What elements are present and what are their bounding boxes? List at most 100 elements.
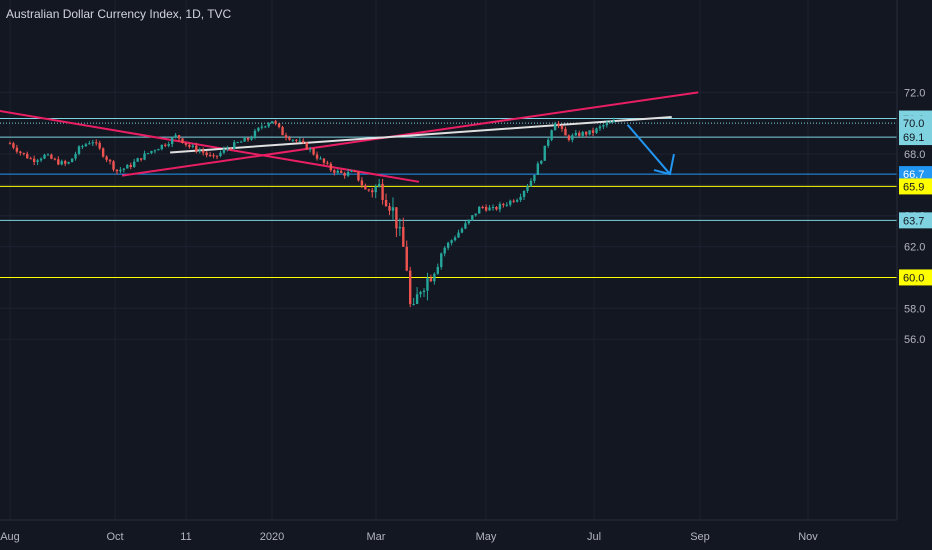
candle-body <box>298 140 301 142</box>
candle-body <box>405 246 408 271</box>
candle-body <box>126 164 129 169</box>
candle-body <box>26 153 29 159</box>
candle-body <box>43 154 46 159</box>
candle-body <box>464 223 467 229</box>
candle-body <box>277 123 281 128</box>
candle-body <box>484 206 488 211</box>
price-axis[interactable]: 72.068.064.062.058.056.0 <box>896 0 925 520</box>
chart-title: Australian Dollar Currency Index, 1D, TV… <box>6 7 232 21</box>
candle-body <box>39 158 43 161</box>
candle-body <box>450 240 453 243</box>
projection-arrow <box>626 124 675 176</box>
candle-body <box>46 154 50 156</box>
time-axis[interactable]: Aug Oct 11 2020 Mar May Jul Sep Nov <box>0 519 897 543</box>
candle-body <box>578 132 581 136</box>
level-label-text: 65.9 <box>903 181 924 193</box>
level-label-text: 66.7 <box>903 169 924 181</box>
candle-body <box>115 169 119 172</box>
candle-body <box>29 158 32 160</box>
level-label-text: 63.7 <box>903 215 924 227</box>
x-tick-label: Sep <box>690 531 710 543</box>
candle-body <box>150 150 153 154</box>
candle-body <box>584 131 588 135</box>
trendline <box>0 109 420 183</box>
candle-body <box>164 144 167 146</box>
candle-body <box>12 143 15 148</box>
x-tick-label: 2020 <box>260 531 284 543</box>
candle-body <box>122 168 126 170</box>
candle-body <box>422 290 426 293</box>
candle-body <box>498 204 502 210</box>
level-label: 69.1 <box>899 129 932 146</box>
y-tick-label: 58.0 <box>904 303 925 315</box>
candle-body <box>536 163 540 175</box>
candle-body <box>384 199 388 207</box>
candle-body <box>295 139 298 141</box>
candle-body <box>91 142 94 144</box>
candle-body <box>333 170 336 173</box>
candle-body <box>457 232 460 238</box>
x-tick-label: Nov <box>798 531 818 543</box>
candle-body <box>139 158 143 160</box>
candle-body <box>605 122 609 126</box>
candle-body <box>412 303 415 305</box>
level-label: 60.0 <box>899 269 932 286</box>
x-tick-label: May <box>476 531 497 543</box>
candle-body <box>426 278 429 291</box>
candle-body <box>236 142 239 144</box>
candle-body <box>53 158 57 160</box>
candle-body <box>474 213 477 216</box>
candle-body <box>215 155 219 157</box>
level-label-text: 60.0 <box>903 272 924 284</box>
candle-body <box>302 140 305 143</box>
candle-body <box>60 161 63 165</box>
candle-body <box>550 130 553 140</box>
candle-body <box>184 142 188 145</box>
candle-body <box>243 137 246 142</box>
candle-body <box>88 143 91 145</box>
candle-body <box>326 162 329 164</box>
horizontal-levels <box>0 118 897 278</box>
candle-body <box>540 160 543 164</box>
candle-body <box>77 146 81 154</box>
candle-body <box>153 150 157 152</box>
candle-body <box>22 152 25 154</box>
candle-body <box>436 266 439 274</box>
candle-body <box>612 120 615 123</box>
level-label-bg <box>899 129 932 146</box>
candle-body <box>212 155 215 157</box>
candle-body <box>57 159 60 165</box>
candle-body <box>160 144 163 150</box>
level-label: 70.0 <box>899 115 932 132</box>
candle-body <box>271 121 274 124</box>
candle-body <box>515 200 519 202</box>
candle-body <box>571 135 574 140</box>
candle-body <box>198 150 201 152</box>
candle-body <box>526 186 529 191</box>
candle-body <box>433 273 436 282</box>
level-label-bg <box>899 178 932 195</box>
candle-body <box>340 170 343 173</box>
candle-body <box>581 131 584 136</box>
candle-body <box>105 156 108 160</box>
candle-body <box>312 148 315 155</box>
candle-body <box>181 138 184 143</box>
candle-body <box>346 171 350 176</box>
candle-body <box>250 137 253 140</box>
level-label-text: 69.1 <box>903 132 924 144</box>
candle-body <box>157 149 160 151</box>
y-tick-label: 68.0 <box>904 149 925 161</box>
candle-body <box>129 164 132 168</box>
level-label: 63.7 <box>899 212 932 229</box>
trendline <box>170 116 672 154</box>
candle-body <box>502 204 505 206</box>
y-tick-label: 56.0 <box>904 334 925 346</box>
candle-body <box>84 144 88 147</box>
candle-body <box>495 207 498 210</box>
candle-body <box>322 158 326 163</box>
x-tick-label: Aug <box>0 531 20 543</box>
candle-body <box>246 137 250 140</box>
candle-body <box>377 183 381 187</box>
